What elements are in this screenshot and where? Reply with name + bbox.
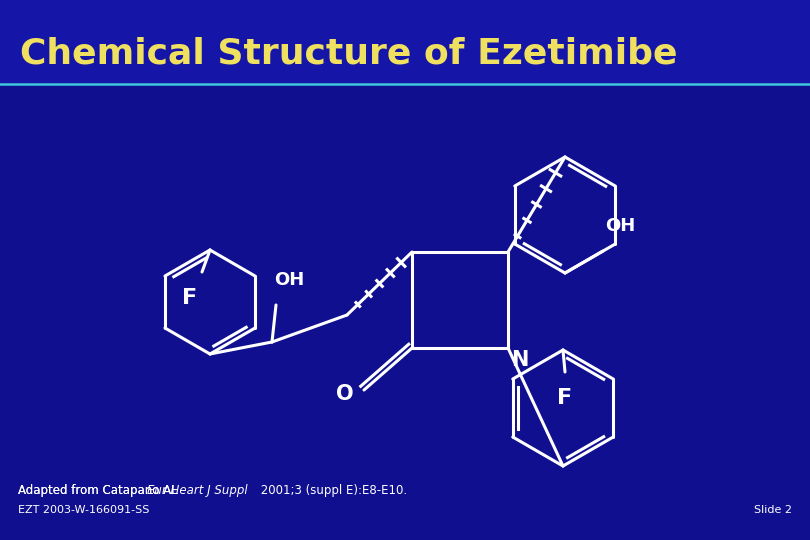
Bar <box>0 0 810 82</box>
Text: 2001;3 (suppl E):E8-E10.: 2001;3 (suppl E):E8-E10. <box>257 484 407 497</box>
Text: EZT 2003-W-166091-SS: EZT 2003-W-166091-SS <box>18 505 149 515</box>
Text: Adapted from Catapano AL: Adapted from Catapano AL <box>18 484 181 497</box>
Text: OH: OH <box>605 217 635 235</box>
Text: OH: OH <box>274 271 305 289</box>
Text: Adapted from Catapano AL: Adapted from Catapano AL <box>18 484 181 497</box>
Text: O: O <box>336 384 354 404</box>
Text: F: F <box>182 288 198 308</box>
Text: Chemical Structure of Ezetimibe: Chemical Structure of Ezetimibe <box>20 37 677 71</box>
Text: N: N <box>511 350 528 370</box>
Text: Eur Heart J Suppl: Eur Heart J Suppl <box>147 484 248 497</box>
Text: Slide 2: Slide 2 <box>754 505 792 515</box>
Text: F: F <box>557 388 573 408</box>
